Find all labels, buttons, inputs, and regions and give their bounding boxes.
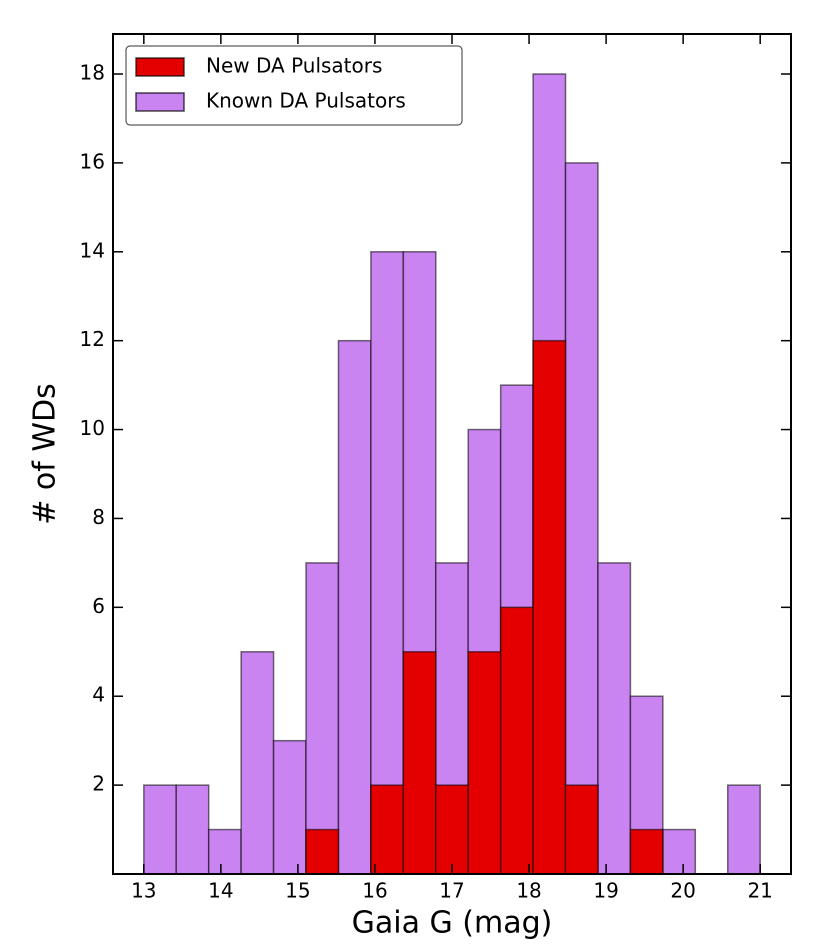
y-tick-label: 8 bbox=[92, 505, 105, 529]
bar bbox=[143, 784, 178, 875]
x-tick-label: 21 bbox=[747, 879, 772, 903]
legend: New DA Pulsators Known DA Pulsators bbox=[125, 45, 463, 126]
y-tick-label: 12 bbox=[80, 327, 105, 351]
legend-label: Known DA Pulsators bbox=[206, 89, 406, 113]
legend-box bbox=[125, 45, 463, 126]
x-tick-label: 16 bbox=[362, 879, 387, 903]
bar bbox=[726, 784, 761, 875]
bar bbox=[564, 162, 599, 875]
bar bbox=[499, 606, 534, 875]
bar bbox=[629, 828, 664, 875]
bar bbox=[435, 784, 469, 875]
x-tick-label: 13 bbox=[131, 879, 156, 903]
legend-swatch bbox=[135, 57, 185, 77]
bar bbox=[175, 784, 210, 875]
bar bbox=[272, 739, 307, 875]
bar bbox=[532, 339, 567, 875]
y-tick-label: 18 bbox=[80, 61, 105, 85]
x-tick-label: 14 bbox=[208, 879, 233, 903]
bar bbox=[305, 562, 340, 875]
bar bbox=[337, 339, 372, 875]
bar bbox=[597, 562, 632, 875]
x-tick-label: 15 bbox=[285, 879, 310, 903]
bar bbox=[207, 828, 242, 875]
x-tick-label: 18 bbox=[516, 879, 541, 903]
bar bbox=[402, 651, 437, 875]
y-tick-label: 2 bbox=[92, 772, 105, 796]
bar bbox=[467, 651, 502, 875]
y-tick-label: 16 bbox=[80, 149, 105, 173]
bar bbox=[305, 828, 340, 875]
y-tick-label: 4 bbox=[92, 683, 105, 707]
x-axis-label: Gaia G (mag) bbox=[352, 906, 553, 941]
x-tick-label: 20 bbox=[670, 879, 695, 903]
x-tick-label: 17 bbox=[439, 879, 464, 903]
y-tick-label: 10 bbox=[80, 416, 105, 440]
bar bbox=[240, 651, 275, 875]
bar bbox=[370, 784, 405, 875]
bar bbox=[564, 784, 599, 875]
legend-label: New DA Pulsators bbox=[206, 54, 382, 78]
y-tick-label: 14 bbox=[80, 238, 105, 262]
x-tick-label: 19 bbox=[593, 879, 618, 903]
y-axis-label: # of WDs bbox=[28, 383, 63, 525]
bar bbox=[662, 828, 697, 875]
bar bbox=[370, 251, 405, 875]
y-tick-label: 6 bbox=[92, 594, 105, 618]
legend-swatch bbox=[135, 92, 185, 112]
